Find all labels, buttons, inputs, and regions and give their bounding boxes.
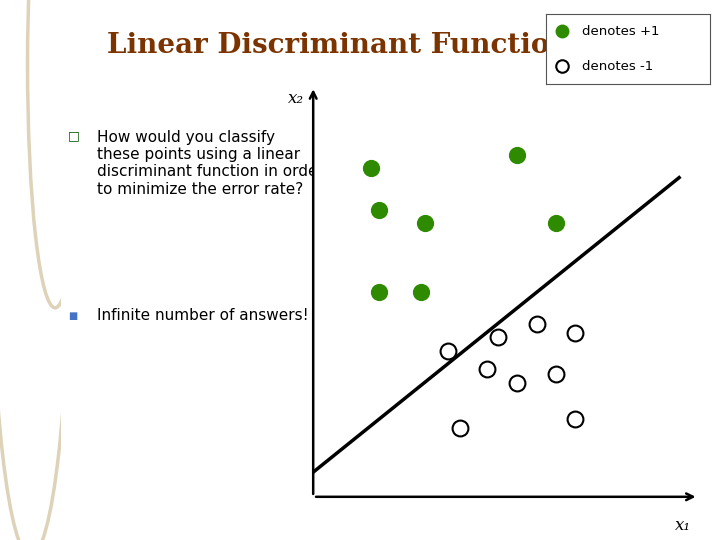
Point [550,369,562,378]
Point [365,164,377,173]
Text: x₂: x₂ [287,90,304,107]
Point [415,287,427,296]
Text: denotes +1: denotes +1 [582,24,660,38]
Point [454,424,465,433]
Point [373,205,384,214]
Point [570,415,581,423]
Text: Infinite number of answers!: Infinite number of answers! [97,308,309,323]
Point [512,379,523,387]
Text: x₁: x₁ [675,517,691,534]
Text: □: □ [68,130,79,143]
Point [442,347,454,355]
Point [512,151,523,159]
Point [570,328,581,337]
Text: How would you classify
these points using a linear
discriminant function in orde: How would you classify these points usin… [97,130,324,197]
Point [492,333,504,341]
Point [531,319,542,328]
Text: denotes -1: denotes -1 [582,59,653,73]
Point [481,365,492,374]
Point [373,287,384,296]
Point [419,219,431,227]
Text: Linear Discriminant Function: Linear Discriminant Function [107,32,570,59]
Point [550,219,562,227]
Text: ■: ■ [68,311,77,321]
